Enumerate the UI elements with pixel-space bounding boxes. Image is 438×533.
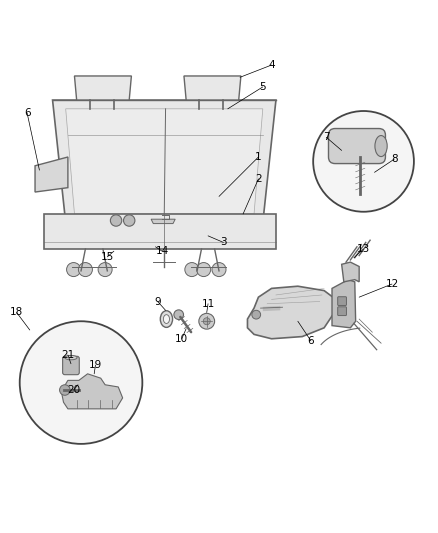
Circle shape [124,215,135,226]
Text: 6: 6 [24,108,31,118]
Circle shape [212,263,226,277]
Text: 8: 8 [391,154,398,164]
FancyBboxPatch shape [328,128,385,164]
Text: 9: 9 [154,296,161,306]
Polygon shape [35,157,68,192]
Polygon shape [342,262,359,282]
Circle shape [313,111,414,212]
Ellipse shape [163,314,170,324]
Circle shape [185,263,199,277]
Circle shape [60,385,70,395]
Ellipse shape [174,310,184,319]
Circle shape [110,215,122,226]
Text: 5: 5 [259,82,266,92]
Text: 4: 4 [268,60,275,70]
Text: 11: 11 [201,298,215,309]
Text: 13: 13 [357,244,370,254]
Text: 2: 2 [255,174,262,184]
Text: 12: 12 [385,279,399,289]
FancyBboxPatch shape [63,356,79,375]
Polygon shape [66,109,263,214]
Polygon shape [263,306,280,311]
Text: 7: 7 [323,132,330,142]
Circle shape [252,310,261,319]
Text: 19: 19 [89,360,102,370]
Text: 14: 14 [155,246,169,256]
Ellipse shape [160,311,173,327]
Ellipse shape [375,135,387,157]
Polygon shape [74,76,131,100]
Polygon shape [184,76,241,100]
Text: 6: 6 [307,336,314,346]
Circle shape [197,263,211,277]
Polygon shape [53,100,276,223]
FancyBboxPatch shape [338,307,346,316]
Circle shape [78,263,92,277]
Text: 3: 3 [220,237,227,247]
Ellipse shape [65,356,77,360]
Circle shape [199,313,215,329]
Polygon shape [151,219,175,223]
Text: 10: 10 [175,334,188,344]
FancyBboxPatch shape [338,297,346,305]
Circle shape [67,263,81,277]
Polygon shape [247,286,333,339]
Polygon shape [332,280,356,328]
Circle shape [20,321,142,444]
Text: 21: 21 [61,350,74,360]
Text: 20: 20 [67,385,80,395]
Polygon shape [44,214,276,249]
Circle shape [203,318,210,325]
Text: 18: 18 [10,308,23,318]
Text: 15: 15 [101,252,114,262]
Text: 1: 1 [255,152,262,162]
Polygon shape [61,374,123,409]
Circle shape [98,263,112,277]
